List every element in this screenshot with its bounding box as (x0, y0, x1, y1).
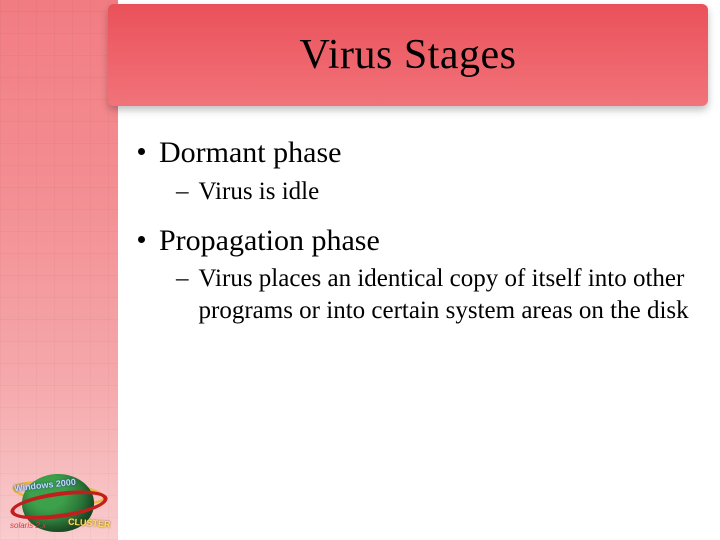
bullet-dash-icon: – (176, 263, 189, 294)
bullet-dash-icon: – (176, 176, 189, 207)
bullet-level2: – Virus places an identical copy of itse… (176, 263, 698, 327)
bullet-text: Propagation phase (159, 222, 380, 260)
slide-body: Dormant phase – Virus is idle Propagatio… (138, 128, 698, 341)
corner-badge: Windows 2000 CLUSTER solaris 2.x (6, 472, 112, 534)
bullet-text: Virus places an identical copy of itself… (199, 263, 699, 327)
badge-label: solaris 2.x (10, 521, 46, 530)
bullet-text: Dormant phase (159, 134, 341, 172)
slide: Virus Stages Dormant phase – Virus is id… (0, 0, 720, 540)
title-bar: Virus Stages (108, 4, 708, 106)
bullet-level1: Dormant phase (138, 134, 698, 172)
slide-title: Virus Stages (300, 31, 517, 79)
bullet-text: Virus is idle (199, 176, 320, 208)
left-accent-band (0, 0, 118, 540)
bullet-level1: Propagation phase (138, 222, 698, 260)
bullet-level2: – Virus is idle (176, 176, 698, 208)
bullet-dot-icon (138, 148, 145, 155)
bullet-dot-icon (138, 236, 145, 243)
